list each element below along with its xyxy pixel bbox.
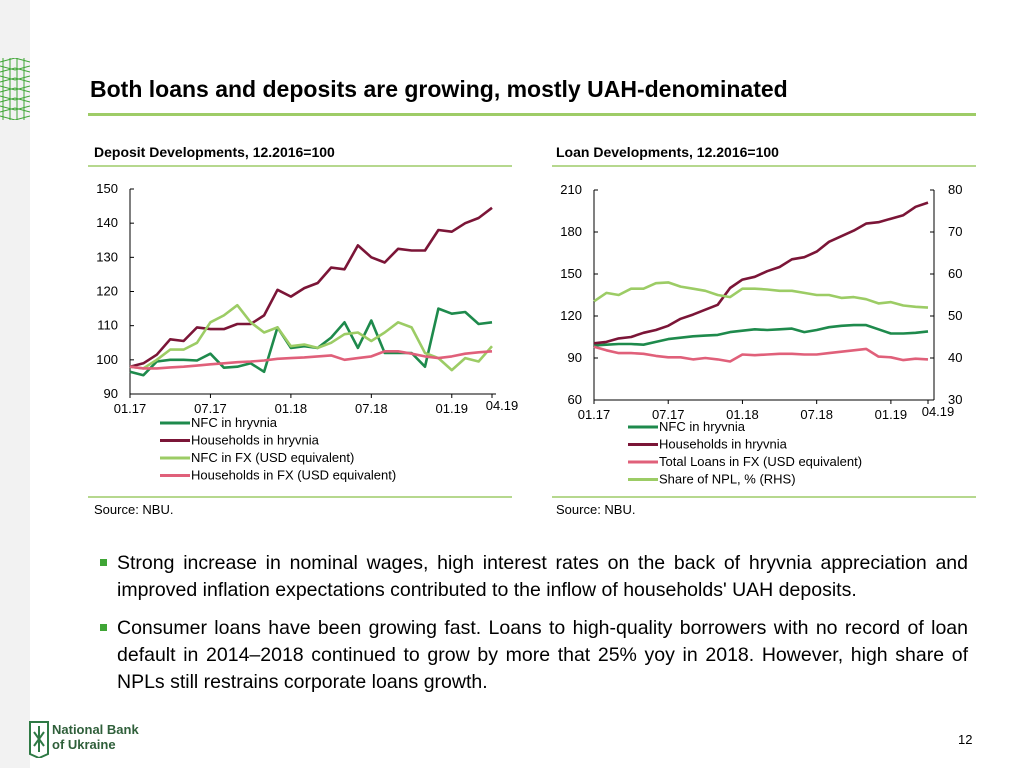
deposit-legend-label: NFC in FX (USD equivalent) — [191, 450, 354, 465]
bullet-item: Strong increase in nominal wages, high i… — [100, 550, 968, 604]
bullet-text: Strong increase in nominal wages, high i… — [117, 552, 968, 601]
loan-y2-tick-label: 60 — [948, 266, 962, 281]
loan-source: Source: NBU. — [556, 502, 636, 517]
deposit-x-tick-label: 04.19 — [486, 398, 519, 413]
loan-y2-tick-label: 40 — [948, 350, 962, 365]
bullet-marker — [100, 624, 107, 631]
deposit-series-line-3 — [129, 303, 493, 372]
loan-x-tick-label: 07.17 — [652, 407, 685, 422]
loan-x-tick-label: 07.18 — [800, 407, 833, 422]
deposit-legend-label: Households in FX (USD equivalent) — [191, 468, 396, 483]
loan-chart-title: Loan Developments, 12.2016=100 — [556, 144, 779, 160]
loan-legend-label: Share of NPL, % (RHS) — [659, 472, 796, 487]
deposit-y-tick-label: 150 — [96, 181, 118, 196]
loan-legend-label: NFC in hryvnia — [659, 419, 746, 434]
bullet-item: Consumer loans have been growing fast. L… — [100, 615, 968, 696]
deposit-series-line-2 — [129, 206, 493, 368]
loan-y2-tick-label: 80 — [948, 182, 962, 197]
loan-y2-tick-label: 30 — [948, 392, 962, 407]
loan-series-line-4 — [593, 281, 929, 309]
loan-y-tick-label: 120 — [560, 308, 582, 323]
loan-series-line-3 — [593, 345, 929, 363]
deposit-source-divider — [88, 496, 512, 498]
loan-series-line-1 — [593, 323, 929, 347]
logo-line-1: National Bank — [52, 722, 139, 737]
logo-wordmark: National Bank of Ukraine — [52, 722, 139, 752]
loan-x-tick-label: 04.19 — [922, 404, 955, 419]
deposit-x-tick-label: 01.17 — [114, 401, 147, 416]
loan-x-tick-label: 01.19 — [875, 407, 908, 422]
loan-x-tick-label: 01.17 — [578, 407, 611, 422]
deposit-x-tick-label: 01.19 — [436, 401, 469, 416]
title-divider — [88, 113, 976, 116]
deposit-legend-label: NFC in hryvnia — [191, 415, 278, 430]
logo-line-2: of Ukraine — [52, 737, 116, 752]
slide-title: Both loans and deposits are growing, mos… — [90, 76, 788, 102]
deposit-y-tick-label: 120 — [96, 284, 118, 299]
loan-y-tick-label: 180 — [560, 224, 582, 239]
deposit-source: Source: NBU. — [94, 502, 174, 517]
deposit-title-divider — [88, 165, 512, 167]
loan-title-divider — [552, 165, 976, 167]
deposit-x-tick-label: 01.18 — [275, 401, 308, 416]
loan-x-tick-label: 01.18 — [726, 407, 759, 422]
loan-y-tick-label: 90 — [568, 350, 582, 365]
deposit-x-tick-label: 07.18 — [355, 401, 388, 416]
loan-y-tick-label: 150 — [560, 266, 582, 281]
loan-legend-label: Households in hryvnia — [659, 437, 788, 452]
deposit-y-tick-label: 130 — [96, 249, 118, 264]
side-decor-strip — [0, 0, 30, 768]
deposit-y-tick-label: 100 — [96, 352, 118, 367]
deposit-chart-title: Deposit Developments, 12.2016=100 — [94, 144, 335, 160]
loan-y-tick-label: 60 — [568, 392, 582, 407]
loan-y-tick-label: 210 — [560, 182, 582, 197]
nbu-logo-icon — [29, 721, 49, 758]
deposit-series-line-4 — [129, 349, 493, 370]
deposit-y-tick-label: 90 — [104, 386, 118, 401]
deposit-legend-label: Households in hryvnia — [191, 433, 320, 448]
loan-legend-label: Total Loans in FX (USD equivalent) — [659, 454, 862, 469]
deposit-y-tick-label: 110 — [97, 318, 118, 333]
page-number: 12 — [958, 732, 973, 747]
bullet-text: Consumer loans have been growing fast. L… — [117, 617, 968, 693]
loan-series-line-2 — [593, 201, 929, 345]
deposit-y-tick-label: 140 — [96, 215, 118, 230]
bullet-list: Strong increase in nominal wages, high i… — [100, 550, 968, 707]
loan-y2-tick-label: 70 — [948, 224, 962, 239]
loan-source-divider — [552, 496, 976, 498]
loan-y2-tick-label: 50 — [948, 308, 962, 323]
side-pattern-graphic — [0, 58, 30, 120]
bullet-marker — [100, 559, 107, 566]
deposit-x-tick-label: 07.17 — [194, 401, 227, 416]
